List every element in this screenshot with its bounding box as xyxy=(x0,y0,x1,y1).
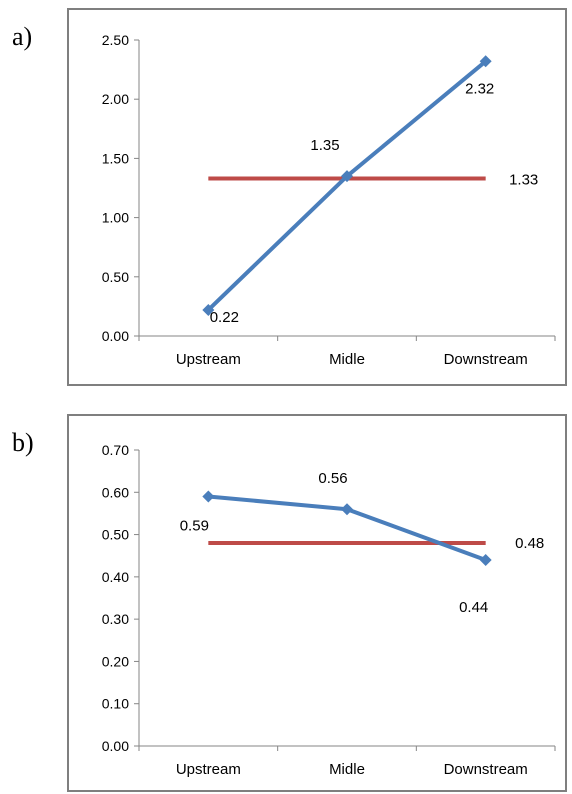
y-tick-label: 0.40 xyxy=(102,569,129,585)
x-category-label: Downstream xyxy=(444,351,528,368)
series-1-point xyxy=(202,490,215,503)
data-label: 1.33 xyxy=(509,172,538,189)
data-label: 0.22 xyxy=(210,309,239,326)
chart-b: 0.00 0.10 0.20 0.30 0.40 0.50 0.60 0.70 Upstream… xyxy=(102,442,556,778)
y-tick-label: 2.50 xyxy=(102,32,129,48)
series-1-point xyxy=(341,170,353,183)
y-tick-label: 2.00 xyxy=(102,91,129,107)
x-category-label: Upstream xyxy=(176,761,241,778)
data-label: 2.32 xyxy=(465,80,494,97)
y-tick-label: 0.00 xyxy=(102,328,129,344)
series-1-point xyxy=(202,303,215,316)
series-1-point xyxy=(341,503,353,516)
panel-label-b: b) xyxy=(12,428,34,457)
data-label: 1.35 xyxy=(310,137,339,154)
data-label: 0.59 xyxy=(180,518,209,535)
y-tick-label: 0.30 xyxy=(102,611,129,627)
x-category-label: Downstream xyxy=(444,761,528,778)
chart-a: 0.00 0.50 1.00 1.50 2.00 2.50 Upstream Midle Dow… xyxy=(102,32,556,368)
y-tick-label: 0.50 xyxy=(102,527,129,543)
y-tick-label: 1.00 xyxy=(102,210,129,226)
chart-b-frame: 0.00 0.10 0.20 0.30 0.40 0.50 0.60 0.70 Upstream… xyxy=(67,414,567,792)
y-tick-label: 0.50 xyxy=(102,269,129,285)
y-tick-label: 0.70 xyxy=(102,442,129,458)
data-label: 0.44 xyxy=(459,599,488,616)
x-category-label: Upstream xyxy=(176,351,241,368)
x-category-label: Midle xyxy=(329,351,365,368)
series-1-point xyxy=(479,55,492,68)
y-tick-label: 0.10 xyxy=(102,696,129,712)
y-tick-label: 0.00 xyxy=(102,738,129,754)
y-tick-label: 0.20 xyxy=(102,653,129,669)
panel-label-a: a) xyxy=(12,22,33,51)
x-category-label: Midle xyxy=(329,761,365,778)
data-label: 0.48 xyxy=(515,535,544,552)
y-tick-label: 0.60 xyxy=(102,484,129,500)
series-1-line xyxy=(206,59,487,312)
y-tick-label: 1.50 xyxy=(102,150,129,166)
chart-a-frame: 0.00 0.50 1.00 1.50 2.00 2.50 Upstream Midle Dow… xyxy=(67,8,567,386)
series-1-point xyxy=(479,553,492,566)
data-label: 0.56 xyxy=(318,470,347,487)
